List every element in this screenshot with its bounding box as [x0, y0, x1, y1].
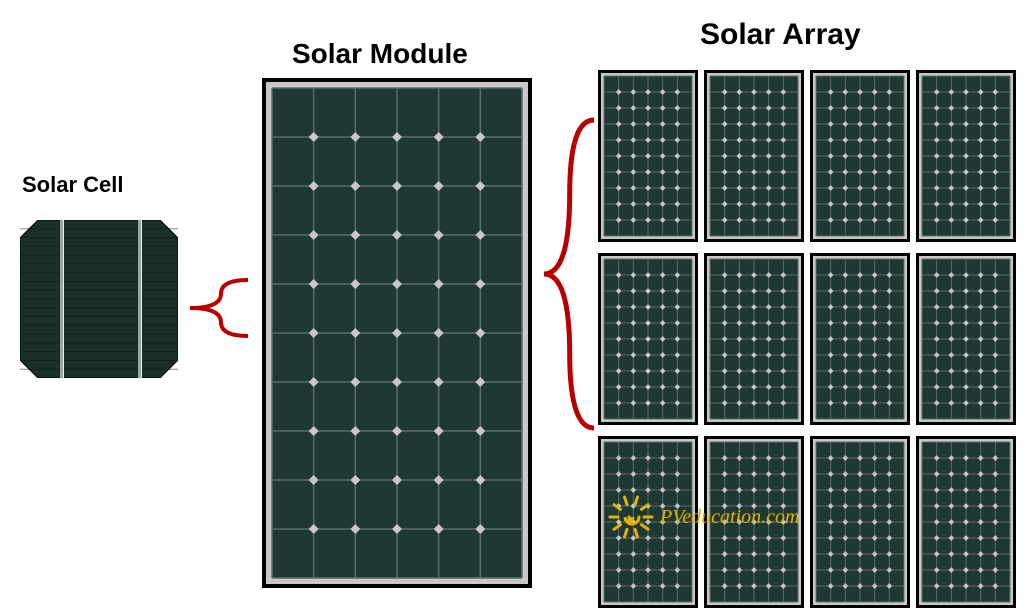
array-module: [704, 253, 804, 430]
module-graphic: [810, 436, 910, 608]
module-graphic: [598, 70, 698, 242]
label-solar-module: Solar Module: [292, 38, 468, 70]
solar-cell-graphic: [20, 220, 178, 378]
solar-module: [262, 78, 532, 593]
array-module: [810, 253, 910, 430]
module-graphic: [704, 70, 804, 242]
label-solar-array: Solar Array: [700, 18, 861, 52]
label-solar-cell: Solar Cell: [22, 172, 123, 198]
connector-cell-to-module: [188, 276, 248, 340]
array-module: [810, 70, 910, 247]
array-module: [704, 70, 804, 247]
module-graphic: [916, 253, 1016, 425]
array-module: [916, 70, 1016, 247]
module-graphic: [598, 253, 698, 425]
module-graphic: [916, 436, 1016, 608]
array-module: [598, 253, 698, 430]
sun-icon: [608, 494, 654, 540]
connector-module-to-array: [540, 114, 594, 434]
module-graphic: [704, 253, 804, 425]
module-graphic: [916, 70, 1016, 242]
solar-cell: [20, 220, 178, 383]
solar-module-graphic: [262, 78, 532, 588]
array-module: [916, 253, 1016, 430]
module-graphic: [810, 70, 910, 242]
array-module: [916, 436, 1016, 613]
module-graphic: [810, 253, 910, 425]
array-module: [598, 70, 698, 247]
array-module: [810, 436, 910, 613]
watermark-text: PVeducation.com: [660, 506, 799, 529]
watermark: PVeducation.com: [608, 494, 799, 540]
